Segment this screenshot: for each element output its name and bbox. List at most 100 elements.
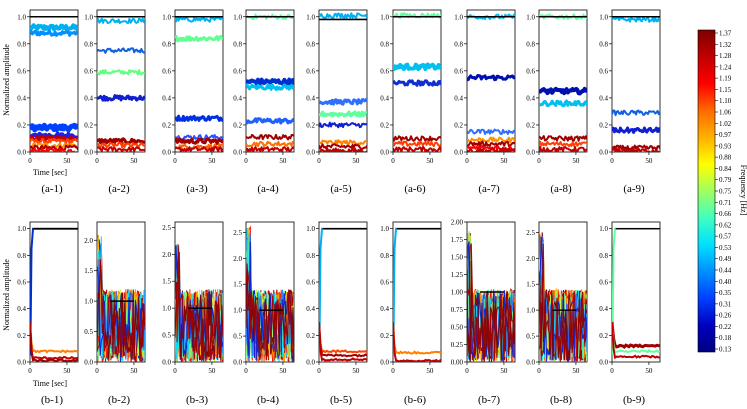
series-line	[30, 29, 78, 37]
x-tick-label: 50	[208, 157, 216, 165]
colorbar-gradient	[697, 29, 716, 353]
y-tick-label: 0.2	[162, 121, 171, 129]
y-tick-label: 0.8	[380, 40, 389, 48]
y-tick-label: 1.0	[526, 307, 535, 315]
panel: 0.0 0.2 0.4 0.6 0.8 1.0 0 50 (a-9)	[599, 9, 661, 195]
y-tick-label: 0.6	[306, 279, 315, 287]
y-tick-label: 0.75	[451, 306, 464, 314]
series-line	[539, 86, 587, 96]
y-tick-label: 0.0	[306, 359, 315, 367]
y-tick-label: 0.2	[454, 121, 463, 129]
x-tick-label: 0	[610, 157, 614, 165]
series-line	[175, 146, 223, 152]
y-tick-label: 0.4	[306, 305, 315, 313]
series-line	[393, 146, 441, 152]
y-tick-label: 0.0	[599, 359, 608, 367]
series-line	[319, 147, 367, 152]
plot-frame	[392, 221, 442, 363]
x-tick-label: 50	[63, 157, 71, 165]
series-line	[97, 94, 145, 102]
panel-label: (a-8)	[550, 183, 572, 195]
series-line	[612, 144, 660, 152]
y-tick-label: 0.6	[233, 67, 242, 75]
converged-series	[30, 227, 78, 356]
colorbar-tick-label: 0.57	[719, 233, 732, 241]
y-tick-label: 0.4	[84, 94, 93, 102]
y-tick-label: 0.8	[599, 252, 608, 260]
y-tick-label: 0.2	[380, 121, 389, 129]
panel-label: (b-7)	[478, 394, 500, 406]
x-tick-label: 50	[130, 367, 138, 375]
series-line	[539, 140, 587, 148]
plot-frame	[318, 9, 368, 153]
series-group	[319, 227, 367, 362]
panel: 0.0 0.2 0.4 0.6 0.8 1.0 0 50 (a-1)	[17, 9, 79, 195]
y-tick-label: 0.8	[84, 40, 93, 48]
y-tick-label: 0.6	[17, 279, 26, 287]
colorbar-tick-label: 0.13	[719, 346, 732, 354]
y-tick-label: 0.2	[599, 121, 608, 129]
x-tick-label: 50	[500, 157, 508, 165]
y-tick-label: 2.5	[526, 229, 535, 237]
panel: 0.0 0.2 0.4 0.6 0.8 1.0 0 50 (a-4)	[233, 9, 295, 195]
x-tick-label: 0	[391, 157, 395, 165]
y-tick-label: 1.5	[526, 281, 535, 289]
panel: 0.0 0.2 0.4 0.6 0.8 1.0 0 50 (b-9)	[599, 221, 661, 406]
series-line	[30, 122, 78, 133]
y-tick-label: 1.0	[599, 225, 608, 233]
series-line	[393, 321, 441, 362]
x-tick-label: 0	[317, 367, 321, 375]
x-tick-label: 0	[537, 157, 541, 165]
y-tick-label: 0.4	[17, 305, 26, 313]
series-line	[612, 321, 660, 349]
colorbar-tick-label: 0.49	[719, 255, 732, 263]
y-tick-label: 1.0	[380, 13, 389, 21]
x-tick-label: 0	[28, 157, 32, 165]
panel-label: (a-5)	[330, 183, 352, 195]
x-tick-label: 50	[130, 157, 138, 165]
series-line	[393, 62, 441, 72]
y-tick-label: 0.0	[233, 149, 242, 157]
colorbar-tick-label: 0.44	[719, 267, 732, 275]
panel-label: (a-2)	[108, 183, 130, 195]
series-line	[175, 143, 223, 150]
y-tick-label: 1.0	[380, 225, 389, 233]
y-tick-label: 0.4	[17, 94, 26, 102]
series-line	[319, 121, 367, 129]
series-line	[319, 321, 367, 362]
y-tick-label: 2.5	[233, 229, 242, 237]
plot-frame	[466, 9, 516, 153]
y-tick-label: 2.5	[162, 224, 171, 232]
x-tick-label: 50	[352, 157, 360, 165]
y-tick-label: 0.5	[162, 332, 171, 340]
x-tick-label: 50	[279, 367, 287, 375]
y-tick-label: 1.0	[233, 307, 242, 315]
colorbar-tick-label: 0.84	[719, 165, 732, 173]
series-group	[393, 227, 441, 362]
series-line	[97, 69, 145, 76]
panel-label: (a-1)	[41, 183, 63, 195]
series-line	[246, 146, 294, 152]
y-tick-label: 0.2	[233, 121, 242, 129]
x-tick-label: 50	[500, 367, 508, 375]
series-line	[319, 143, 367, 150]
y-tick-label: 0.5	[233, 333, 242, 341]
y-tick-label: 0.0	[526, 149, 535, 157]
y-tick-label: 0.0	[454, 149, 463, 157]
series-line	[539, 243, 587, 362]
colorbar-tick-label: 0.66	[719, 210, 732, 218]
y-tick-label: 0.0	[162, 149, 171, 157]
x-tick-label: 0	[244, 157, 248, 165]
series-line	[30, 144, 78, 152]
y-tick-label: 1.00	[451, 289, 464, 297]
y-tick-label: 0.6	[84, 67, 93, 75]
y-tick-label: 0.4	[162, 94, 171, 102]
y-tick-label: 2.0	[162, 251, 171, 259]
y-tick-label: 1.5	[233, 281, 242, 289]
panel: 0.0 0.2 0.4 0.6 0.8 1.0 0 50 (a-3)	[162, 9, 224, 195]
y-tick-label: 0.0	[17, 149, 26, 157]
colorbar-tick-label: 0.40	[719, 278, 732, 286]
x-tick-label: 0	[173, 367, 177, 375]
panel-label: (b-8)	[550, 394, 572, 406]
plot-frame	[538, 9, 588, 153]
